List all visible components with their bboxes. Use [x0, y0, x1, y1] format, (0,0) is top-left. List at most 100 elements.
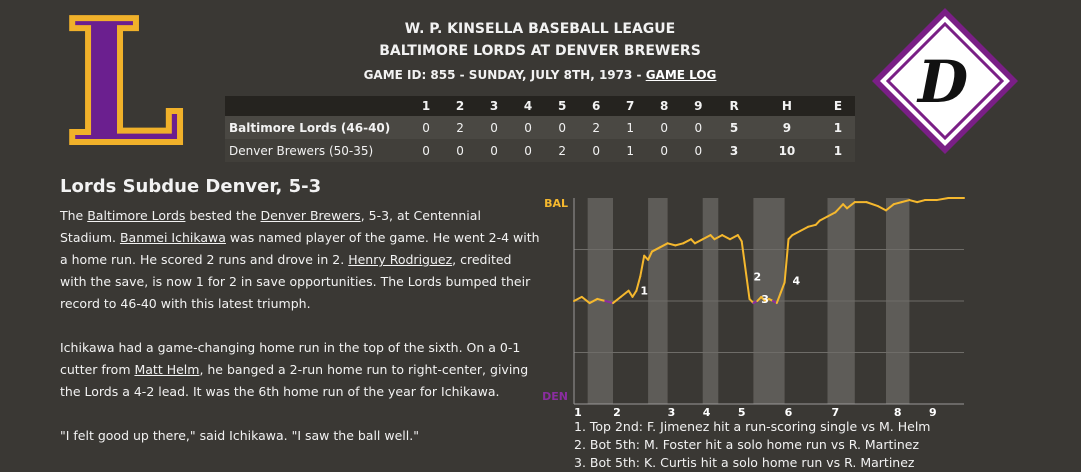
team-link-baltimore[interactable]: Baltimore Lords — [87, 208, 186, 223]
away-runs: 5 — [715, 116, 753, 139]
win-probability-segment — [635, 275, 642, 292]
text: Ichikawa had a game-changing home run in… — [60, 340, 521, 377]
runs-header: R — [715, 96, 753, 116]
inning-score: 0 — [511, 139, 546, 162]
inning-score: 0 — [545, 116, 580, 139]
win-probability-segment — [682, 238, 692, 245]
win-probability-segment — [651, 246, 661, 253]
text: The — [60, 208, 88, 223]
inning-score: 0 — [477, 139, 512, 162]
win-probability-segment — [658, 242, 669, 249]
inning-tick-label: 9 — [929, 406, 937, 419]
inning-header: 6 — [579, 96, 614, 116]
inning-score: 1 — [613, 139, 648, 162]
box-score-row-home: Denver Brewers (50-35) 0 0 0 0 2 0 1 0 0… — [225, 139, 855, 162]
home-hits: 10 — [752, 139, 821, 162]
away-team-name: Baltimore Lords (46-40) — [225, 116, 409, 139]
away-hits: 9 — [752, 116, 821, 139]
key-play-marker: 2 — [754, 270, 762, 283]
win-probability-segment — [721, 234, 731, 241]
win-probability-segment — [783, 238, 790, 284]
win-probability-segment — [779, 281, 786, 294]
league-title: W. P. KINSELLA BASEBALL LEAGUE — [404, 21, 676, 37]
win-probability-segment — [701, 234, 712, 241]
win-probability-segment — [775, 291, 782, 305]
win-probability-segment — [596, 297, 607, 302]
chart-away-label: BAL — [544, 197, 568, 210]
win-probability-segment — [647, 250, 653, 261]
inning-header: 1 — [409, 96, 444, 116]
inning-header: 4 — [511, 96, 546, 116]
win-probability-segment — [713, 234, 724, 241]
inning-score: 1 — [613, 116, 648, 139]
inning-tick-label: 6 — [785, 406, 793, 419]
inning-header: 7 — [613, 96, 648, 116]
win-probability-segment — [580, 295, 591, 305]
win-probability-segment — [900, 199, 911, 204]
win-probability-segment — [588, 297, 599, 305]
inning-header: 2 — [443, 96, 478, 116]
win-probability-segment — [573, 295, 583, 302]
win-probability-segment — [604, 300, 614, 305]
box-score: 1 2 3 4 5 6 7 8 9 R H E Baltimore Lords … — [225, 96, 855, 162]
article-body: The Baltimore Lords bested the Denver Br… — [60, 205, 540, 469]
key-play-item: 2. Bot 5th: M. Foster hit a solo home ru… — [574, 437, 920, 452]
box-score-row-away: Baltimore Lords (46-40) 0 2 0 0 0 2 1 0 … — [225, 116, 855, 139]
inning-score: 0 — [443, 139, 478, 162]
home-runs: 3 — [715, 139, 753, 162]
win-probability-segment — [791, 229, 802, 237]
text: , he banged a 2-run home run to right-ce… — [60, 362, 529, 399]
text: , credited with the save, is now 1 for 2… — [60, 252, 531, 311]
inning-tick-label: 8 — [894, 406, 902, 419]
inning-score: 0 — [409, 116, 444, 139]
box-score-header-row: 1 2 3 4 5 6 7 8 9 R H E — [225, 96, 855, 116]
article-paragraph: The Baltimore Lords bested the Denver Br… — [60, 205, 540, 315]
player-link-helm[interactable]: Matt Helm — [134, 362, 200, 377]
home-errors: 1 — [820, 139, 855, 162]
denver-brewers-logo: D — [872, 8, 1018, 154]
win-probability-segment — [631, 289, 638, 298]
text: bested the — [185, 208, 261, 223]
win-probability-segment — [818, 215, 829, 222]
inning-tick-label: 4 — [703, 406, 711, 419]
game-log-link[interactable]: GAME LOG — [645, 68, 717, 82]
inning-score: 0 — [647, 139, 682, 162]
chart-home-label: DEN — [542, 390, 568, 403]
player-link-rodriguez[interactable]: Henry Rodriguez — [348, 252, 453, 267]
box-score-team-header — [225, 96, 409, 116]
win-probability-segment — [693, 238, 704, 245]
key-play-item: 3. Bot 5th: K. Curtis hit a solo home ru… — [574, 455, 915, 470]
text: was named player of the game. He went 2-… — [60, 230, 540, 267]
win-probability-segment — [639, 254, 646, 278]
inning-tick-label: 1 — [574, 406, 582, 419]
article-quote: "I felt good up there," said Ichikawa. "… — [60, 428, 419, 443]
inning-score: 0 — [647, 116, 682, 139]
player-link-ichikawa[interactable]: Banmei Ichikawa — [119, 230, 226, 245]
team-link-denver[interactable]: Denver Brewers — [260, 208, 361, 223]
inning-score: 0 — [511, 116, 546, 139]
key-play-marker: 4 — [793, 274, 801, 287]
inning-score: 2 — [443, 116, 478, 139]
inning-header: 9 — [681, 96, 716, 116]
key-play-item: 1. Top 2nd: F. Jimenez hit a run-scoring… — [574, 419, 931, 434]
win-probability-segment — [908, 199, 919, 204]
inning-score: 0 — [409, 139, 444, 162]
key-plays-list: 1. Top 2nd: F. Jimenez hit a run-scoring… — [574, 418, 930, 472]
baltimore-lords-logo: L — [66, 4, 187, 154]
win-probability-segment — [916, 199, 926, 204]
errors-header: E — [820, 96, 855, 116]
home-team-name: Denver Brewers (50-35) — [225, 139, 409, 162]
inning-score: 2 — [579, 116, 614, 139]
article-headline: Lords Subdue Denver, 5-3 — [60, 176, 322, 197]
inning-score: 0 — [681, 139, 716, 162]
win-probability-segment — [619, 289, 630, 298]
win-probability-segment — [740, 240, 751, 300]
inning-score: 0 — [477, 116, 512, 139]
win-probability-segment — [865, 201, 880, 208]
win-probability-segment — [807, 223, 817, 228]
win-probability-segment — [846, 201, 856, 210]
hits-header: H — [752, 96, 821, 116]
win-probability-segment — [834, 203, 845, 214]
key-play-marker: 1 — [640, 285, 648, 298]
win-probability-segment — [674, 242, 685, 247]
